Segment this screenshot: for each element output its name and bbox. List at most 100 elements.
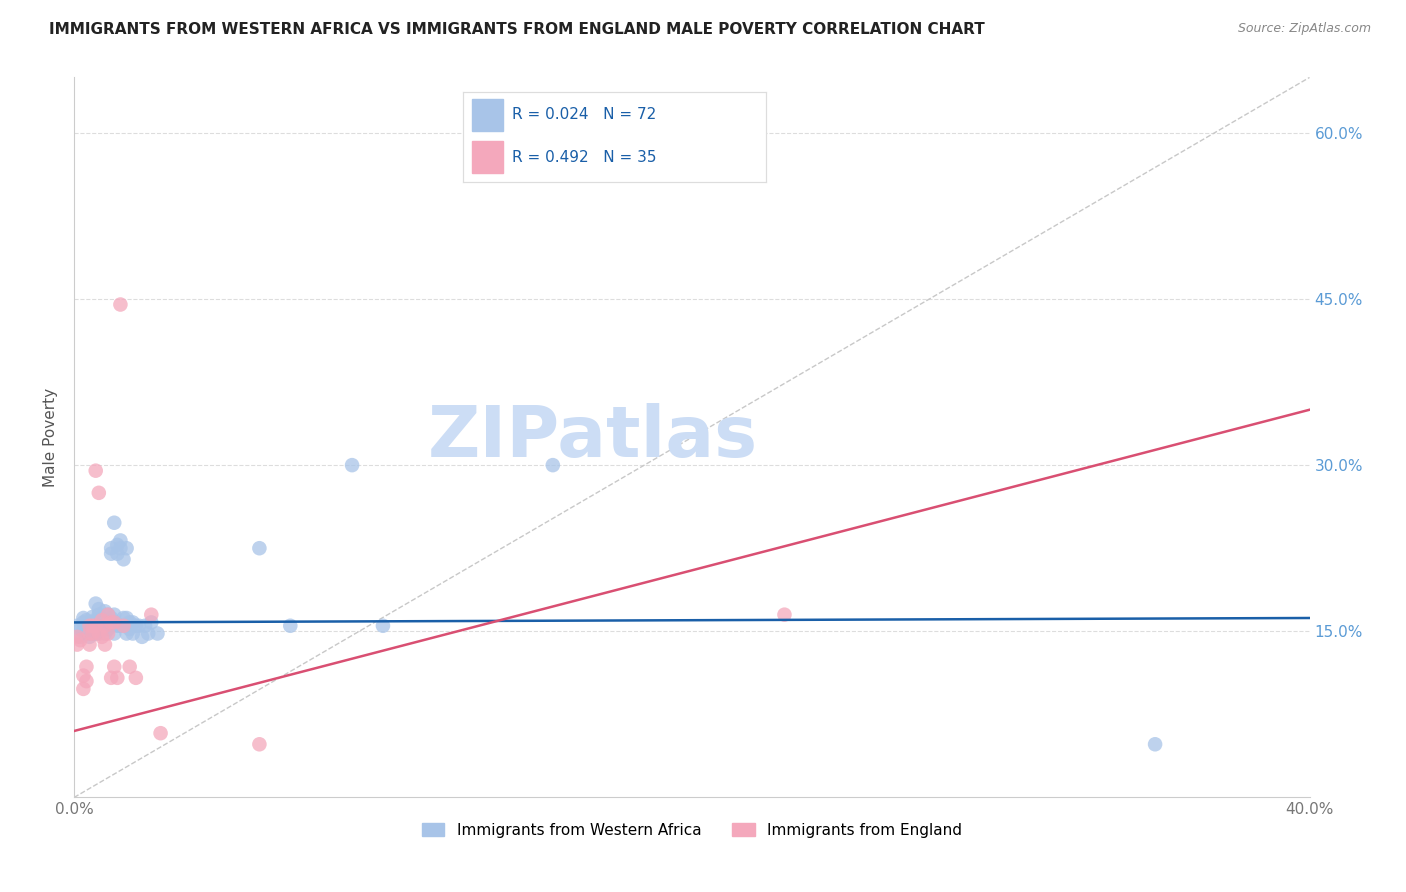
Point xyxy=(75,659,97,673)
Point xyxy=(125,671,148,685)
Point xyxy=(79,619,101,633)
Point xyxy=(100,541,122,556)
Point xyxy=(103,615,125,630)
Point xyxy=(66,638,89,652)
Point xyxy=(136,626,159,640)
Point xyxy=(97,615,120,630)
Point xyxy=(97,607,120,622)
Point xyxy=(110,619,132,633)
Point xyxy=(72,681,94,696)
Text: ZIPatlas: ZIPatlas xyxy=(427,403,758,472)
Y-axis label: Male Poverty: Male Poverty xyxy=(44,388,58,487)
Point xyxy=(79,626,101,640)
Point xyxy=(75,626,97,640)
Point xyxy=(69,630,91,644)
Point xyxy=(87,626,110,640)
Point xyxy=(121,615,143,630)
Point xyxy=(69,633,91,648)
Point xyxy=(146,626,169,640)
Point xyxy=(340,458,363,472)
Point xyxy=(94,619,117,633)
Point xyxy=(115,626,138,640)
Point xyxy=(131,630,153,644)
Point xyxy=(97,622,120,636)
Point xyxy=(87,602,110,616)
Point xyxy=(82,626,104,640)
Point xyxy=(103,607,125,622)
Point xyxy=(87,626,110,640)
Point xyxy=(125,619,148,633)
Point xyxy=(90,613,112,627)
Point xyxy=(79,626,101,640)
Point xyxy=(105,619,128,633)
Point xyxy=(84,626,107,640)
Point xyxy=(82,619,104,633)
Point xyxy=(105,671,128,685)
Point xyxy=(90,611,112,625)
Point xyxy=(94,613,117,627)
Legend: Immigrants from Western Africa, Immigrants from England: Immigrants from Western Africa, Immigran… xyxy=(415,816,969,844)
Point xyxy=(72,624,94,639)
Point xyxy=(278,619,301,633)
Point xyxy=(121,626,143,640)
Point xyxy=(94,626,117,640)
Point xyxy=(97,607,120,622)
Point xyxy=(100,619,122,633)
Point xyxy=(100,611,122,625)
Point xyxy=(75,674,97,689)
Point xyxy=(105,547,128,561)
Point xyxy=(103,516,125,530)
Point xyxy=(105,538,128,552)
Point xyxy=(72,615,94,630)
Point xyxy=(103,626,125,640)
Point xyxy=(82,615,104,630)
Point xyxy=(79,630,101,644)
Point xyxy=(247,541,270,556)
Point xyxy=(112,619,135,633)
Point xyxy=(118,622,141,636)
Point xyxy=(1144,737,1167,751)
Point xyxy=(82,626,104,640)
Text: Source: ZipAtlas.com: Source: ZipAtlas.com xyxy=(1237,22,1371,36)
Point xyxy=(66,619,89,633)
Point xyxy=(87,485,110,500)
Point xyxy=(69,622,91,636)
Point xyxy=(75,619,97,633)
Point xyxy=(90,624,112,639)
Point xyxy=(84,619,107,633)
Point xyxy=(97,626,120,640)
Point xyxy=(112,552,135,566)
Point xyxy=(541,458,564,472)
Point xyxy=(112,611,135,625)
Point xyxy=(115,611,138,625)
Point xyxy=(115,541,138,556)
Point xyxy=(103,615,125,630)
Point xyxy=(79,619,101,633)
Point xyxy=(82,610,104,624)
Point xyxy=(100,547,122,561)
Point xyxy=(94,604,117,618)
Point xyxy=(100,615,122,630)
Point xyxy=(84,613,107,627)
Point xyxy=(371,619,394,633)
Point xyxy=(247,737,270,751)
Point xyxy=(84,619,107,633)
Point xyxy=(149,726,172,740)
Point xyxy=(75,613,97,627)
Point xyxy=(66,630,89,644)
Point xyxy=(84,464,107,478)
Text: IMMIGRANTS FROM WESTERN AFRICA VS IMMIGRANTS FROM ENGLAND MALE POVERTY CORRELATI: IMMIGRANTS FROM WESTERN AFRICA VS IMMIGR… xyxy=(49,22,986,37)
Point xyxy=(90,619,112,633)
Point xyxy=(134,619,156,633)
Point xyxy=(72,611,94,625)
Point xyxy=(94,638,117,652)
Point xyxy=(87,607,110,622)
Point xyxy=(110,297,132,311)
Point xyxy=(79,622,101,636)
Point xyxy=(103,659,125,673)
Point xyxy=(90,630,112,644)
Point xyxy=(87,615,110,630)
Point xyxy=(72,668,94,682)
Point xyxy=(141,607,163,622)
Point xyxy=(79,638,101,652)
